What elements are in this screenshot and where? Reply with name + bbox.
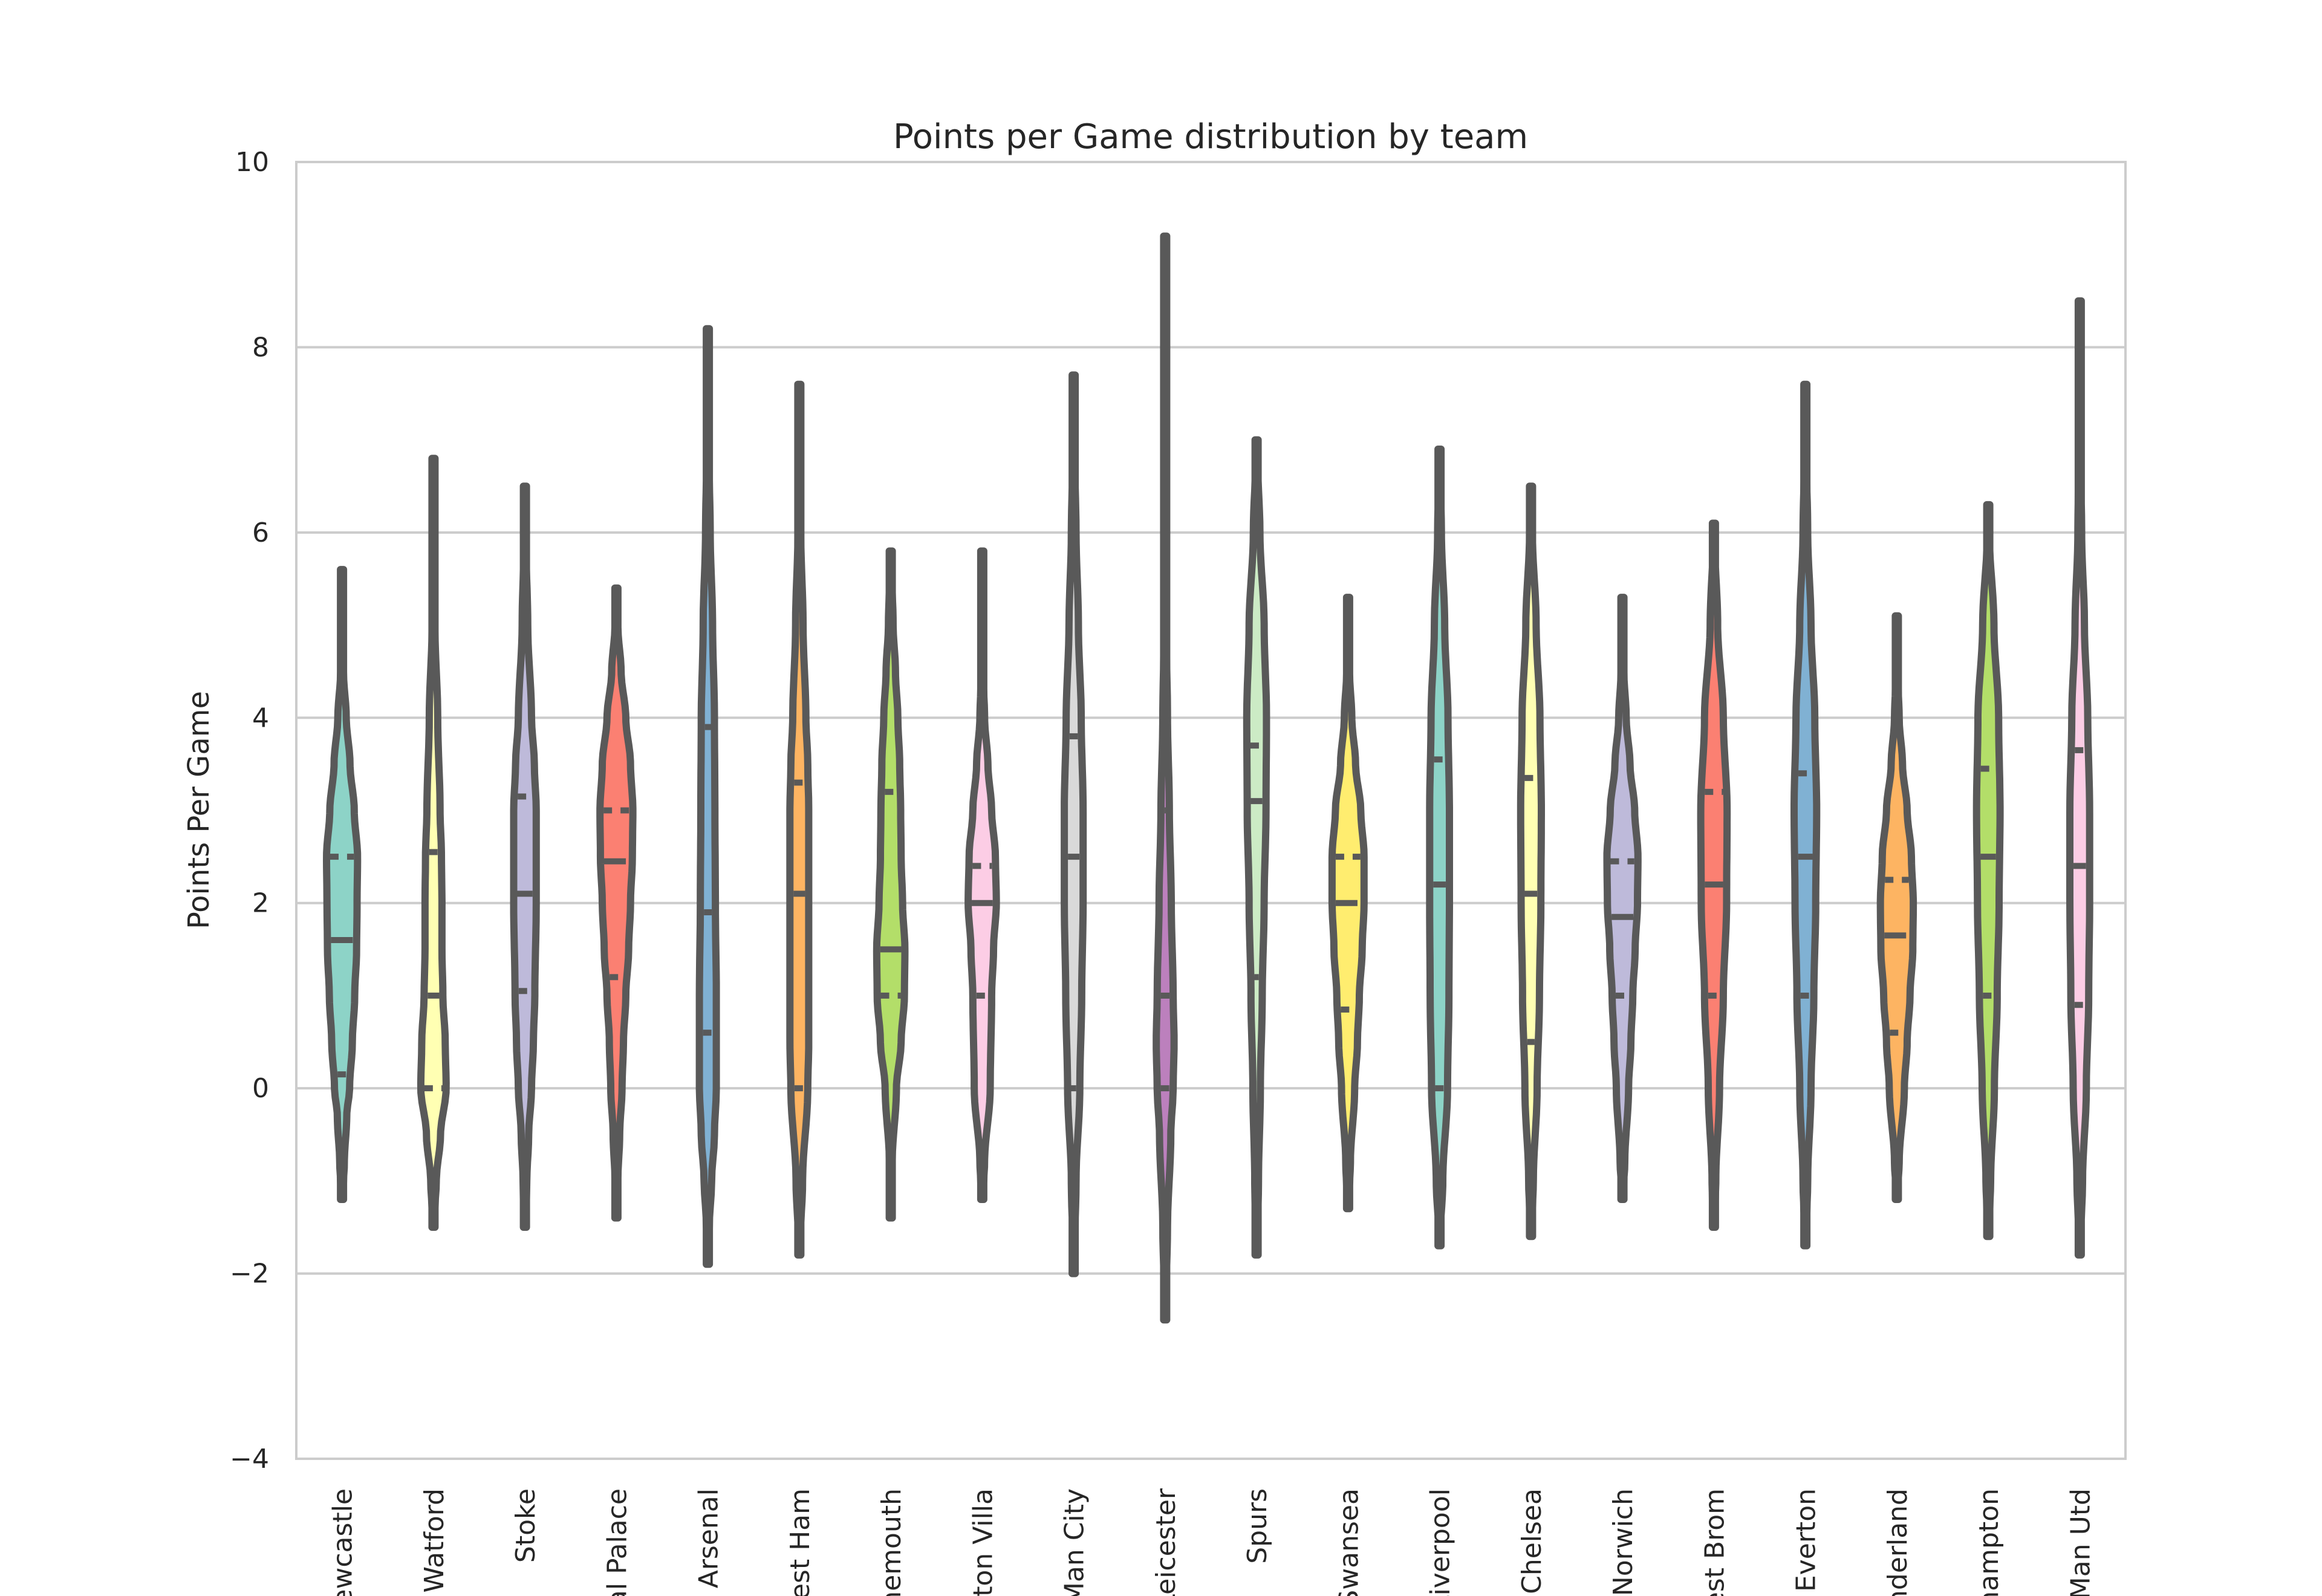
violin-watford [417, 455, 450, 1231]
x-tick-label: underland [1882, 1488, 1913, 1596]
violin-aston-villa [964, 547, 1000, 1203]
violin-bournemouth [873, 547, 909, 1222]
violin-body [596, 584, 637, 1222]
x-tick-label: Arsenal [694, 1488, 724, 1588]
violin-body [1876, 612, 1917, 1203]
y-tick-label: 8 [252, 332, 269, 363]
x-tick-label: rnemouth [876, 1488, 907, 1596]
violin-body [1426, 446, 1453, 1250]
violin-body [510, 482, 540, 1231]
violin-body [964, 547, 1000, 1203]
x-tick-label: Man City [1059, 1488, 1090, 1596]
violin-body [786, 380, 813, 1259]
gridlines [296, 346, 2125, 1275]
violin-body [417, 455, 450, 1231]
violin-west-brom [1697, 519, 1731, 1231]
x-tick-label: Stoke [510, 1488, 541, 1563]
y-tick-label: 6 [252, 517, 269, 548]
violins [323, 232, 2093, 1324]
chart-title: Points per Game distribution by team [893, 117, 1528, 157]
violin-crystal-palace [596, 584, 637, 1222]
violin-man-city [1061, 371, 1087, 1277]
y-tick-label: 2 [252, 888, 269, 919]
violin-body [695, 325, 720, 1268]
violin-swansea [1328, 594, 1368, 1213]
y-tick-label: 4 [252, 702, 269, 733]
violin-body [2066, 297, 2093, 1259]
violin-body [873, 547, 909, 1222]
y-tick-label: −4 [230, 1444, 269, 1474]
x-tick-label: Everton [1791, 1488, 1822, 1592]
x-tick-label: Man Utd [2065, 1488, 2096, 1596]
violin-everton [1790, 380, 1821, 1250]
violin-body [1603, 594, 1642, 1203]
violin-man-utd [2066, 297, 2093, 1259]
violin-body [1697, 519, 1731, 1231]
x-tick-label: Spurs [1242, 1488, 1273, 1564]
violin-body [1061, 371, 1087, 1277]
violin-newcastle [323, 566, 362, 1203]
y-tick-label: 10 [235, 147, 269, 178]
x-tick-label: Newcastle [328, 1488, 359, 1596]
violin-body [1972, 501, 2004, 1241]
y-tick-label: 0 [252, 1073, 269, 1104]
violin-west-ham [786, 380, 813, 1259]
violin-body [323, 566, 362, 1203]
violin-body [1517, 482, 1545, 1241]
x-tick-label: Watford [419, 1488, 450, 1593]
violin-stoke [510, 482, 540, 1231]
x-tick-label: thampton [1974, 1488, 2005, 1596]
x-tick-label: Swansea [1333, 1488, 1364, 1596]
violin-body [1790, 380, 1821, 1250]
violin-sunderland [1876, 612, 1917, 1203]
violin-body [1153, 232, 1178, 1324]
y-axis-label: Points Per Game [182, 691, 216, 929]
x-tick-label: Leicester [1151, 1488, 1182, 1596]
x-tick-labels: Newcastle Watford Stoke tal Palace Arsenal We… [328, 1488, 2096, 1596]
violin-norwich [1603, 594, 1642, 1203]
x-tick-label: West Ham [785, 1488, 816, 1596]
violin-southampton [1972, 501, 2004, 1241]
y-tick-labels: −4 −2 0 2 4 6 8 10 [230, 147, 269, 1474]
violin-leicester [1153, 232, 1178, 1324]
x-tick-label: West Brom [1699, 1488, 1730, 1596]
violin-liverpool [1426, 446, 1453, 1250]
x-tick-label: Aston Villa [968, 1488, 998, 1596]
violin-spurs [1243, 436, 1270, 1259]
violin-chelsea [1517, 482, 1545, 1241]
x-tick-label: Liverpool [1425, 1488, 1456, 1596]
x-tick-label: Norwich [1608, 1488, 1639, 1596]
x-tick-label: tal Palace [602, 1488, 633, 1596]
plot-area [295, 161, 2127, 1460]
violin-body [1243, 436, 1270, 1259]
x-tick-label: Chelsea [1517, 1488, 1547, 1594]
y-tick-label: −2 [230, 1259, 269, 1289]
violin-arsenal [695, 325, 720, 1268]
